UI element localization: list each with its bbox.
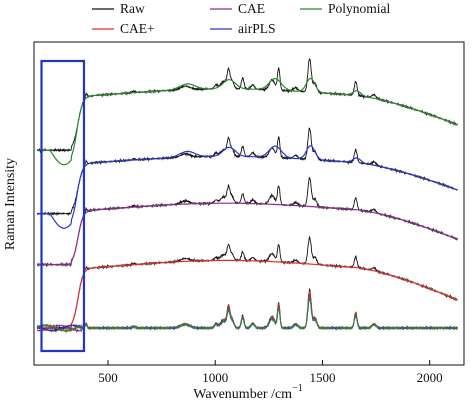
raw-spectrum-cae (36, 176, 458, 268)
x-tick-label-2000: 2000 (417, 370, 443, 385)
y-axis-label: Raman Intensity (3, 158, 18, 250)
legend: Raw CAE Polynomial CAE+ airPLS (92, 1, 391, 36)
x-axis-ticks: 500 1000 1500 2000 (98, 360, 443, 385)
raw-spectrum-airpls (36, 127, 458, 217)
legend-label-raw: Raw (120, 1, 145, 16)
highlight-box (40, 59, 86, 353)
corrected-raw (36, 287, 458, 333)
x-tick-label-1000: 1000 (202, 370, 228, 385)
legend-label-cae: CAE (238, 1, 265, 16)
legend-label-airpls: airPLS (238, 21, 276, 36)
x-tick-label-1500: 1500 (309, 370, 335, 385)
legend-label-cae-plus: CAE+ (120, 21, 155, 36)
raw-spectrum-polynomial (36, 58, 458, 154)
plot-frame (33, 41, 465, 366)
corrected-polynomial (36, 296, 459, 333)
corrected-cae (36, 294, 458, 333)
spectra-group (36, 58, 459, 334)
raw-spectrum-cae-plus (36, 235, 458, 331)
baseline-airpls (37, 145, 458, 229)
baseline-polynomial (37, 77, 458, 166)
x-axis-label: Wavenumber /cm−1 (193, 383, 302, 402)
legend-label-polynomial: Polynomial (328, 1, 391, 16)
x-tick-label-500: 500 (98, 370, 118, 385)
baseline-cae-plus (37, 259, 458, 329)
x-axis-label-sup: −1 (292, 383, 303, 394)
x-axis-label-main: Wavenumber /cm (193, 387, 292, 402)
baseline-cae (37, 202, 458, 266)
corrected-cae-plus (36, 290, 459, 334)
